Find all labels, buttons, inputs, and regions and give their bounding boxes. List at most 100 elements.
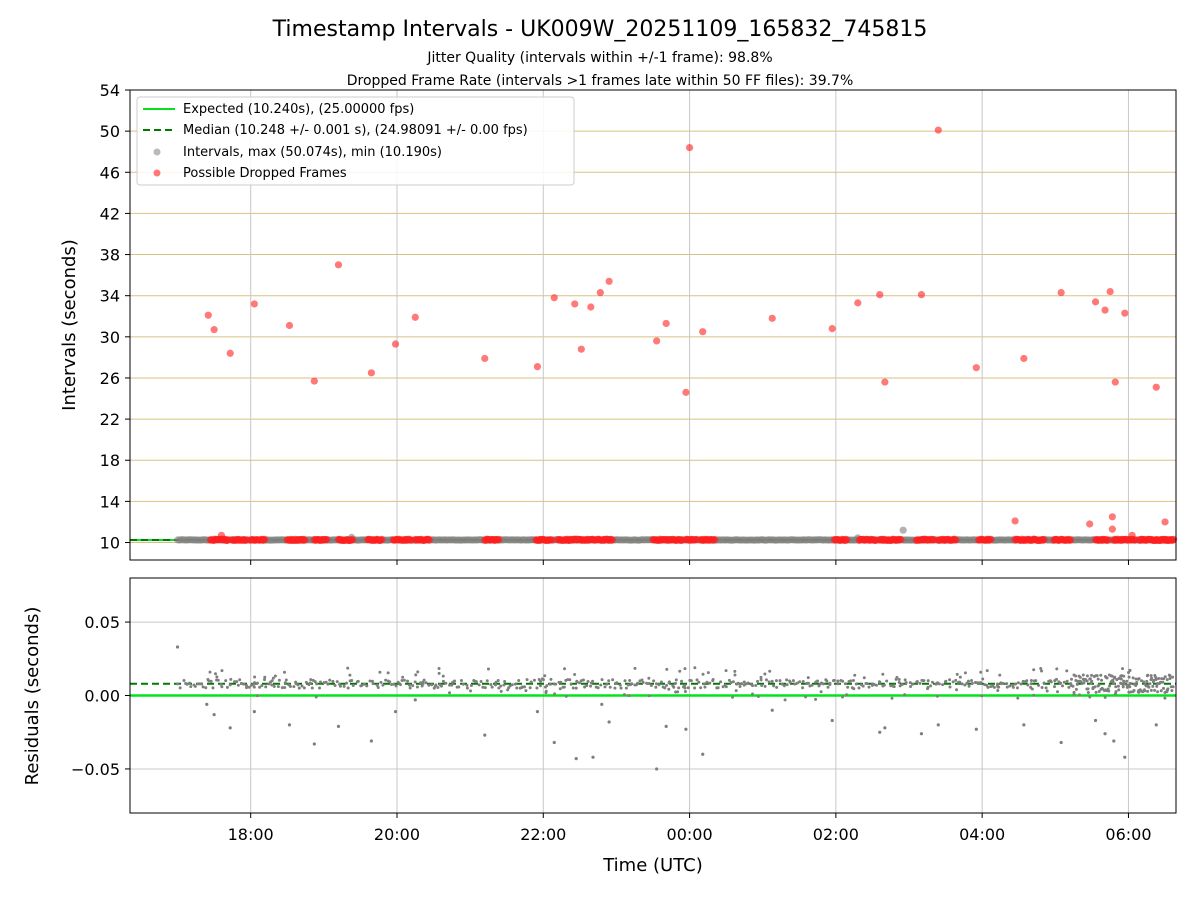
- dropped-frame-point: [1108, 513, 1116, 521]
- dropped-frame-point: [1170, 535, 1178, 543]
- residual-point: [674, 678, 678, 682]
- residual-point: [1085, 687, 1089, 691]
- dropped-frame-point: [1121, 309, 1129, 317]
- residual-point: [318, 680, 322, 684]
- residual-point: [441, 679, 445, 683]
- residual-point: [693, 666, 697, 670]
- x-tick-label: 04:00: [959, 825, 1005, 844]
- residual-point: [1078, 675, 1082, 679]
- residual-point: [613, 686, 617, 690]
- residual-point: [708, 681, 712, 685]
- residual-point: [224, 679, 228, 683]
- residual-point: [622, 693, 626, 697]
- residual-point: [571, 686, 575, 690]
- intervals-y-tick-label: 54: [100, 81, 120, 100]
- residual-point: [315, 682, 319, 686]
- residual-point: [271, 676, 275, 680]
- residual-point: [485, 679, 489, 683]
- residual-point: [1034, 679, 1038, 683]
- residual-point: [503, 680, 507, 684]
- residual-point: [220, 669, 224, 673]
- residual-point: [963, 683, 967, 687]
- dropped-frame-point: [596, 289, 604, 297]
- residual-point: [883, 726, 887, 730]
- residuals-y-axis-label: Residuals (seconds): [22, 607, 43, 786]
- residual-point: [1168, 674, 1172, 678]
- residual-point: [502, 683, 506, 687]
- x-axis-label: Time (UTC): [602, 855, 703, 876]
- residual-point: [775, 685, 779, 689]
- residual-point: [724, 669, 728, 673]
- residual-point: [1022, 723, 1026, 727]
- residual-point: [288, 684, 292, 688]
- residual-point: [678, 669, 682, 673]
- dropped-frame-point: [1091, 298, 1100, 306]
- residual-point: [517, 678, 521, 682]
- residual-point: [384, 678, 388, 682]
- dropped-frame-point: [571, 300, 579, 308]
- residual-point: [1163, 675, 1167, 679]
- residual-point: [1072, 692, 1076, 696]
- residual-point: [411, 684, 415, 688]
- intervals-plot: 10 14 18 22 26 30 34 38 42 46 50 54 Intervals (seco…: [59, 81, 1178, 565]
- residual-point: [1005, 685, 1009, 689]
- residual-point: [654, 685, 658, 689]
- residual-point: [1095, 674, 1099, 678]
- residual-point: [1156, 690, 1160, 694]
- residual-point: [1143, 689, 1147, 693]
- residual-point: [819, 690, 823, 694]
- residual-point: [260, 684, 264, 688]
- intervals-y-tick-label: 22: [100, 410, 120, 429]
- residual-point: [836, 682, 840, 686]
- dropped-frame-point: [533, 363, 542, 371]
- residual-point: [676, 690, 680, 694]
- residual-point: [1122, 681, 1126, 685]
- residual-point: [1117, 688, 1121, 692]
- residual-point: [252, 710, 256, 714]
- residual-point: [611, 678, 615, 682]
- residual-point: [629, 682, 633, 686]
- residual-point: [1061, 684, 1065, 688]
- residual-point: [346, 686, 350, 690]
- dropped-frame-point: [378, 535, 386, 543]
- residual-point: [854, 682, 858, 686]
- residual-point: [627, 694, 631, 698]
- dropped-frame-point: [550, 294, 558, 302]
- dropped-frame-point: [952, 536, 960, 544]
- residual-point: [499, 689, 503, 693]
- residual-point: [421, 680, 425, 684]
- residual-point: [483, 686, 487, 690]
- dropped-frame-point: [987, 535, 995, 543]
- residual-point: [1024, 680, 1028, 684]
- residual-point: [1030, 687, 1034, 691]
- residual-point: [608, 685, 612, 689]
- residual-point: [1168, 676, 1172, 680]
- residual-point: [563, 667, 567, 671]
- residual-point: [729, 681, 733, 685]
- residual-point: [424, 681, 428, 685]
- residual-point: [817, 684, 821, 688]
- residual-point: [1074, 687, 1078, 691]
- residual-point: [1045, 689, 1049, 693]
- residual-point: [326, 682, 330, 686]
- residual-point: [1059, 681, 1063, 685]
- residual-point: [398, 683, 402, 687]
- residual-point: [636, 681, 640, 685]
- residual-point: [843, 682, 847, 686]
- residual-point: [1113, 692, 1117, 696]
- dropped-frame-point: [881, 378, 889, 386]
- residual-point: [518, 686, 522, 690]
- residual-point: [205, 702, 209, 706]
- residual-point: [607, 720, 611, 724]
- residual-point: [1151, 684, 1155, 688]
- residual-point: [538, 684, 542, 688]
- dropped-frame-point: [1066, 536, 1075, 544]
- residual-point: [263, 675, 267, 679]
- residual-point: [1040, 686, 1044, 690]
- residual-point: [736, 681, 740, 685]
- residual-point: [204, 686, 208, 690]
- residual-point: [778, 679, 782, 683]
- residual-point: [759, 675, 763, 679]
- residual-point: [903, 678, 907, 682]
- residual-point: [313, 680, 317, 684]
